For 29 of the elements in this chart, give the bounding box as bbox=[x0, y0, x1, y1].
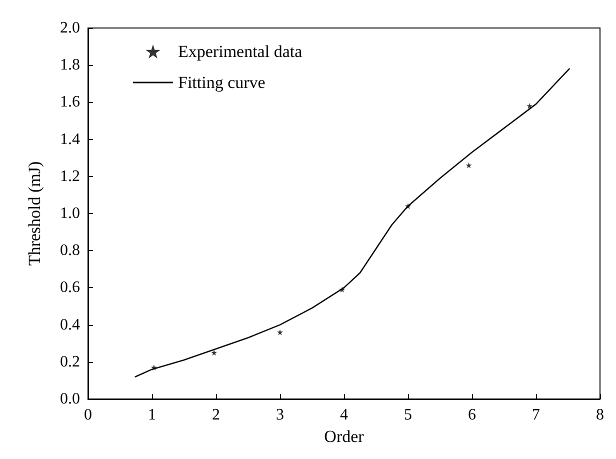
x-tick-label: 4 bbox=[340, 406, 348, 424]
y-tick-label: 1.8 bbox=[60, 56, 80, 74]
point bbox=[277, 329, 283, 336]
x-tick-label: 6 bbox=[468, 406, 476, 424]
x-axis-title: Order bbox=[324, 426, 364, 446]
y-tick-label: 1.0 bbox=[60, 205, 80, 222]
y-tick-label: 0.6 bbox=[60, 279, 80, 296]
x-tick-label: 8 bbox=[596, 406, 604, 424]
x-tick-label: 5 bbox=[404, 406, 412, 424]
legend-label: Experimental data bbox=[178, 42, 303, 61]
line-series bbox=[134, 68, 570, 378]
x-tick-label: 7 bbox=[532, 406, 540, 424]
x-tick-label: 1 bbox=[148, 406, 156, 424]
point bbox=[526, 102, 533, 109]
y-tick-label: 1.4 bbox=[60, 130, 80, 148]
point bbox=[466, 162, 472, 168]
y-tick-label: 0.4 bbox=[60, 316, 80, 334]
y-tick-label: 0.8 bbox=[60, 242, 80, 260]
y-axis-title: Threshold (mJ) bbox=[25, 161, 44, 266]
y-tick-label: 0.0 bbox=[60, 390, 80, 408]
y-tick-label: 1.6 bbox=[60, 94, 80, 111]
point bbox=[211, 350, 218, 356]
x-tick-label: 0 bbox=[84, 406, 92, 424]
legend-label: Fitting curve bbox=[178, 73, 266, 92]
x-tick-label: 3 bbox=[276, 406, 284, 424]
x-tick-label: 2 bbox=[212, 406, 220, 424]
y-tick-label: 1.2 bbox=[60, 168, 80, 185]
y-tick-label: 2.0 bbox=[60, 20, 80, 36]
y-tick-label: 0.2 bbox=[60, 353, 80, 370]
